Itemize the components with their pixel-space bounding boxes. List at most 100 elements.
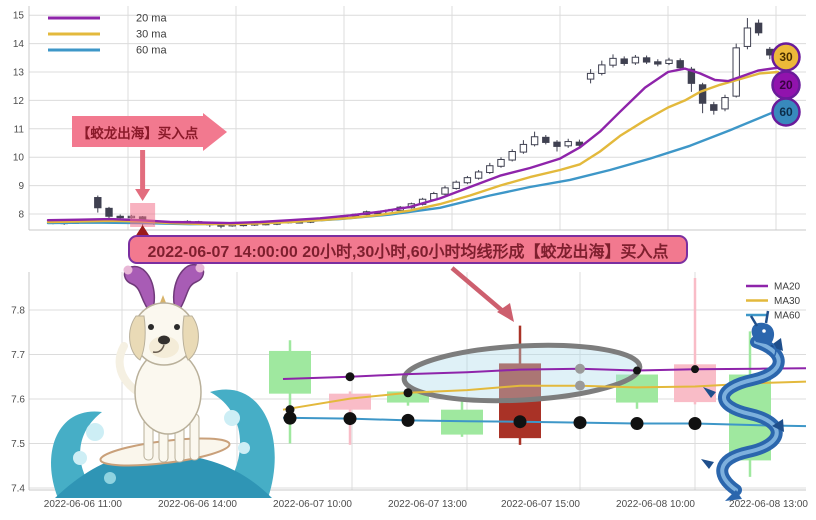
buy-highlight-box <box>130 203 156 227</box>
y-tick-label: 10 <box>13 153 25 164</box>
x-tick-label: 2022-06-08 10:00 <box>616 499 695 510</box>
candle <box>441 187 449 195</box>
dragon-belly <box>720 340 781 492</box>
x-tick-label: 2022-06-07 10:00 <box>273 499 352 510</box>
candle <box>687 68 696 84</box>
buy-point-banner-text: 【蛟龙出海】买入点 <box>76 125 199 141</box>
candle <box>530 136 539 146</box>
candle <box>721 97 729 110</box>
dog-mouth <box>152 344 165 353</box>
ma-line-20ma <box>46 66 780 225</box>
foam <box>238 442 250 454</box>
ma-dot <box>691 365 699 374</box>
dog-tail <box>115 342 142 396</box>
annotation-arrow <box>450 266 514 322</box>
candle <box>575 141 584 146</box>
dragon-fin <box>701 459 714 469</box>
ma-dot <box>401 413 415 427</box>
y-tick-label: 14 <box>13 39 25 50</box>
dog-nose <box>158 335 170 345</box>
annotation-arrow-head <box>497 303 514 322</box>
buy-point-banner: 【蛟龙出海】买入点 <box>72 112 227 151</box>
dog-ear-right <box>182 315 199 361</box>
candle <box>452 181 460 189</box>
candle <box>94 197 102 209</box>
candle <box>631 56 640 64</box>
dragon-eye <box>762 329 766 333</box>
annotation-arrow-line <box>450 266 507 315</box>
ma-dot <box>575 363 585 374</box>
ma-dot <box>573 416 587 430</box>
dragon-fin <box>772 419 784 432</box>
y-tick-label: 11 <box>14 124 25 135</box>
ma-line-30ma <box>46 70 780 226</box>
surfing-dog-illustration <box>51 263 275 498</box>
legend-label: 20 ma <box>136 13 167 25</box>
y-tick-label: 7.4 <box>11 484 25 495</box>
ma-dot <box>630 416 644 430</box>
dog-eye <box>174 324 180 330</box>
buy-triangle-marker <box>135 225 150 236</box>
horn-tip <box>123 265 133 275</box>
candle <box>665 59 673 64</box>
candle <box>676 60 684 69</box>
candle <box>620 58 628 64</box>
candle <box>598 64 606 74</box>
buy-point-annotation-label: 2022-06-07 14:00:00 20小时,30小时,60小时均线形成【蛟… <box>128 235 688 264</box>
legend-label: 30 ma <box>136 29 167 41</box>
candle <box>519 143 528 153</box>
ma-dot <box>575 380 585 391</box>
ma-dot <box>343 412 357 426</box>
dragon-horn <box>749 315 759 327</box>
ma-dot <box>345 372 355 382</box>
y-tick-label: 12 <box>13 96 25 107</box>
y-tick-label: 9 <box>18 181 24 192</box>
candle <box>743 27 752 47</box>
foam <box>73 451 87 465</box>
banner-arrow-right-icon <box>203 112 227 151</box>
ma-dot <box>513 415 527 429</box>
y-tick-label: 7.7 <box>11 350 25 361</box>
dragon-head <box>751 322 775 345</box>
candle <box>497 158 505 167</box>
horn-tip <box>195 263 205 273</box>
annotation-label-text: 2022-06-07 14:00:00 20小时,30小时,60小时均线形成【蛟… <box>147 243 669 261</box>
dragon-whisker <box>769 341 777 358</box>
dragon-illustration <box>701 310 785 501</box>
dragon-fin <box>703 387 716 398</box>
candle <box>642 57 651 63</box>
ma-badge-label: 60 <box>779 105 793 119</box>
foam <box>224 410 240 426</box>
y-tick-label: 8 <box>18 210 24 221</box>
candle <box>732 47 740 97</box>
candle <box>474 171 483 179</box>
buy-arrow-head <box>135 189 151 201</box>
candle <box>463 177 472 184</box>
ma-dot <box>403 388 413 398</box>
candle <box>710 104 718 111</box>
candle <box>586 72 595 80</box>
y-tick-label: 7.8 <box>11 306 25 317</box>
ma-line-MA20 <box>282 367 807 380</box>
dragon-tail-fin <box>725 490 742 501</box>
candle <box>542 136 550 143</box>
foam <box>86 423 104 441</box>
candle <box>609 57 617 66</box>
legend-label: MA60 <box>774 311 801 322</box>
legend-label: 60 ma <box>136 45 167 57</box>
y-tick-label: 7.6 <box>11 395 25 406</box>
candle <box>105 207 113 217</box>
ma-dot <box>633 366 641 375</box>
candle <box>486 165 494 174</box>
candle <box>553 141 561 147</box>
foam <box>104 472 116 484</box>
dragon-horn <box>764 310 770 324</box>
candle <box>508 151 516 161</box>
ma-dot <box>283 411 297 425</box>
candle <box>654 61 662 65</box>
dragon-fin <box>770 338 783 351</box>
dog-eye <box>148 324 154 330</box>
ma-line-MA60 <box>282 416 807 428</box>
y-tick-label: 13 <box>13 68 25 79</box>
